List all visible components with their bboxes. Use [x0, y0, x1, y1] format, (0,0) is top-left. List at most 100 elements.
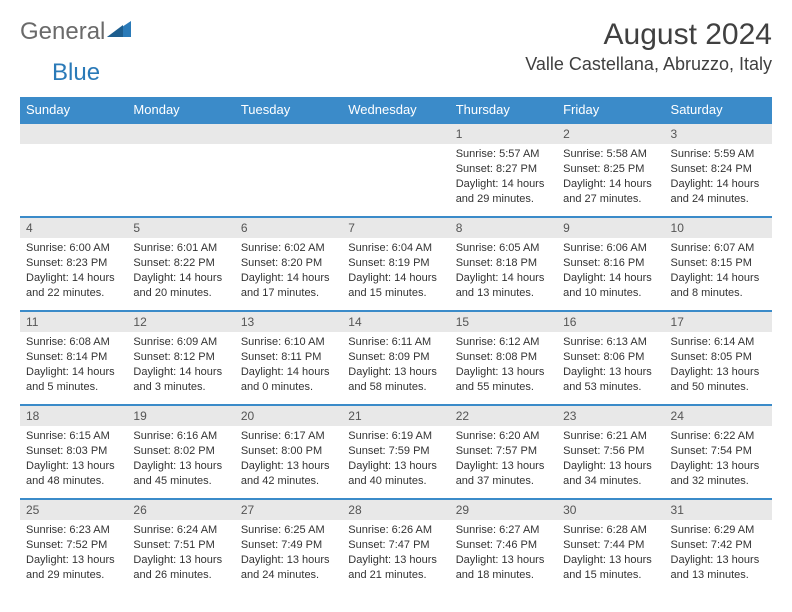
sunset-text: Sunset: 8:02 PM: [133, 444, 228, 459]
sunrise-text: Sunrise: 6:07 AM: [671, 241, 766, 256]
day-info: Sunrise: 6:13 AMSunset: 8:06 PMDaylight:…: [557, 332, 664, 398]
day-info: Sunrise: 6:02 AMSunset: 8:20 PMDaylight:…: [235, 238, 342, 304]
day-info: Sunrise: 6:24 AMSunset: 7:51 PMDaylight:…: [127, 520, 234, 586]
daylight-text: Daylight: 14 hours and 3 minutes.: [133, 365, 228, 395]
daylight-text: Daylight: 13 hours and 37 minutes.: [456, 459, 551, 489]
day-info: Sunrise: 6:29 AMSunset: 7:42 PMDaylight:…: [665, 520, 772, 586]
calendar-day-cell: 31Sunrise: 6:29 AMSunset: 7:42 PMDayligh…: [665, 499, 772, 593]
daylight-text: Daylight: 14 hours and 8 minutes.: [671, 271, 766, 301]
calendar-day-cell: 24Sunrise: 6:22 AMSunset: 7:54 PMDayligh…: [665, 405, 772, 499]
daylight-text: Daylight: 14 hours and 22 minutes.: [26, 271, 121, 301]
day-number: 7: [342, 218, 449, 238]
calendar-day-cell: 11Sunrise: 6:08 AMSunset: 8:14 PMDayligh…: [20, 311, 127, 405]
day-info: Sunrise: 6:19 AMSunset: 7:59 PMDaylight:…: [342, 426, 449, 492]
day-number: 19: [127, 406, 234, 426]
calendar-day-cell: [235, 123, 342, 217]
day-number: 3: [665, 124, 772, 144]
day-info: Sunrise: 6:00 AMSunset: 8:23 PMDaylight:…: [20, 238, 127, 304]
sunset-text: Sunset: 7:59 PM: [348, 444, 443, 459]
day-number: 14: [342, 312, 449, 332]
sunset-text: Sunset: 8:11 PM: [241, 350, 336, 365]
day-number: 17: [665, 312, 772, 332]
daylight-text: Daylight: 13 hours and 48 minutes.: [26, 459, 121, 489]
sunset-text: Sunset: 8:05 PM: [671, 350, 766, 365]
sunrise-text: Sunrise: 5:58 AM: [563, 147, 658, 162]
sunset-text: Sunset: 8:06 PM: [563, 350, 658, 365]
calendar-day-cell: 14Sunrise: 6:11 AMSunset: 8:09 PMDayligh…: [342, 311, 449, 405]
calendar-body: 1Sunrise: 5:57 AMSunset: 8:27 PMDaylight…: [20, 123, 772, 593]
sunrise-text: Sunrise: 6:19 AM: [348, 429, 443, 444]
sunset-text: Sunset: 8:12 PM: [133, 350, 228, 365]
calendar-day-cell: [20, 123, 127, 217]
day-number: 1: [450, 124, 557, 144]
calendar-week-row: 18Sunrise: 6:15 AMSunset: 8:03 PMDayligh…: [20, 405, 772, 499]
daylight-text: Daylight: 13 hours and 40 minutes.: [348, 459, 443, 489]
day-number: 13: [235, 312, 342, 332]
day-number: 5: [127, 218, 234, 238]
day-info: Sunrise: 6:10 AMSunset: 8:11 PMDaylight:…: [235, 332, 342, 398]
weekday-header: Sunday: [20, 97, 127, 123]
day-info: Sunrise: 6:22 AMSunset: 7:54 PMDaylight:…: [665, 426, 772, 492]
calendar-day-cell: 30Sunrise: 6:28 AMSunset: 7:44 PMDayligh…: [557, 499, 664, 593]
sunset-text: Sunset: 8:09 PM: [348, 350, 443, 365]
sunset-text: Sunset: 8:18 PM: [456, 256, 551, 271]
calendar-day-cell: 1Sunrise: 5:57 AMSunset: 8:27 PMDaylight…: [450, 123, 557, 217]
day-number: 11: [20, 312, 127, 332]
day-info: Sunrise: 6:07 AMSunset: 8:15 PMDaylight:…: [665, 238, 772, 304]
weekday-header: Friday: [557, 97, 664, 123]
calendar-day-cell: 27Sunrise: 6:25 AMSunset: 7:49 PMDayligh…: [235, 499, 342, 593]
daylight-text: Daylight: 13 hours and 13 minutes.: [671, 553, 766, 583]
calendar-day-cell: 5Sunrise: 6:01 AMSunset: 8:22 PMDaylight…: [127, 217, 234, 311]
day-number: 4: [20, 218, 127, 238]
daylight-text: Daylight: 14 hours and 5 minutes.: [26, 365, 121, 395]
sunset-text: Sunset: 8:08 PM: [456, 350, 551, 365]
daylight-text: Daylight: 13 hours and 50 minutes.: [671, 365, 766, 395]
sunrise-text: Sunrise: 6:11 AM: [348, 335, 443, 350]
sunrise-text: Sunrise: 5:59 AM: [671, 147, 766, 162]
daylight-text: Daylight: 14 hours and 17 minutes.: [241, 271, 336, 301]
day-number: 20: [235, 406, 342, 426]
weekday-header: Wednesday: [342, 97, 449, 123]
day-number: 6: [235, 218, 342, 238]
sunset-text: Sunset: 8:16 PM: [563, 256, 658, 271]
sunrise-text: Sunrise: 6:02 AM: [241, 241, 336, 256]
month-title: August 2024: [525, 18, 772, 52]
daylight-text: Daylight: 13 hours and 26 minutes.: [133, 553, 228, 583]
calendar-week-row: 25Sunrise: 6:23 AMSunset: 7:52 PMDayligh…: [20, 499, 772, 593]
sunrise-text: Sunrise: 6:00 AM: [26, 241, 121, 256]
day-number: 29: [450, 500, 557, 520]
day-number: 23: [557, 406, 664, 426]
sunrise-text: Sunrise: 6:12 AM: [456, 335, 551, 350]
daylight-text: Daylight: 13 hours and 34 minutes.: [563, 459, 658, 489]
weekday-header: Thursday: [450, 97, 557, 123]
day-number: 24: [665, 406, 772, 426]
sunset-text: Sunset: 7:46 PM: [456, 538, 551, 553]
sunrise-text: Sunrise: 6:08 AM: [26, 335, 121, 350]
sunrise-text: Sunrise: 6:28 AM: [563, 523, 658, 538]
calendar-day-cell: 9Sunrise: 6:06 AMSunset: 8:16 PMDaylight…: [557, 217, 664, 311]
daylight-text: Daylight: 14 hours and 24 minutes.: [671, 177, 766, 207]
calendar-week-row: 4Sunrise: 6:00 AMSunset: 8:23 PMDaylight…: [20, 217, 772, 311]
logo-triangle-icon: [107, 19, 133, 39]
sunrise-text: Sunrise: 6:14 AM: [671, 335, 766, 350]
calendar-day-cell: 13Sunrise: 6:10 AMSunset: 8:11 PMDayligh…: [235, 311, 342, 405]
sunrise-text: Sunrise: 6:13 AM: [563, 335, 658, 350]
day-number: 31: [665, 500, 772, 520]
sunrise-text: Sunrise: 6:06 AM: [563, 241, 658, 256]
sunset-text: Sunset: 8:19 PM: [348, 256, 443, 271]
calendar-day-cell: 23Sunrise: 6:21 AMSunset: 7:56 PMDayligh…: [557, 405, 664, 499]
sunrise-text: Sunrise: 6:26 AM: [348, 523, 443, 538]
day-info: Sunrise: 6:11 AMSunset: 8:09 PMDaylight:…: [342, 332, 449, 398]
sunrise-text: Sunrise: 6:05 AM: [456, 241, 551, 256]
daylight-text: Daylight: 13 hours and 21 minutes.: [348, 553, 443, 583]
sunrise-text: Sunrise: 5:57 AM: [456, 147, 551, 162]
daylight-text: Daylight: 13 hours and 53 minutes.: [563, 365, 658, 395]
day-number: 16: [557, 312, 664, 332]
sunset-text: Sunset: 8:03 PM: [26, 444, 121, 459]
day-number: 9: [557, 218, 664, 238]
sunrise-text: Sunrise: 6:25 AM: [241, 523, 336, 538]
sunset-text: Sunset: 8:22 PM: [133, 256, 228, 271]
calendar-table: Sunday Monday Tuesday Wednesday Thursday…: [20, 97, 772, 593]
calendar-week-row: 11Sunrise: 6:08 AMSunset: 8:14 PMDayligh…: [20, 311, 772, 405]
daylight-text: Daylight: 13 hours and 58 minutes.: [348, 365, 443, 395]
